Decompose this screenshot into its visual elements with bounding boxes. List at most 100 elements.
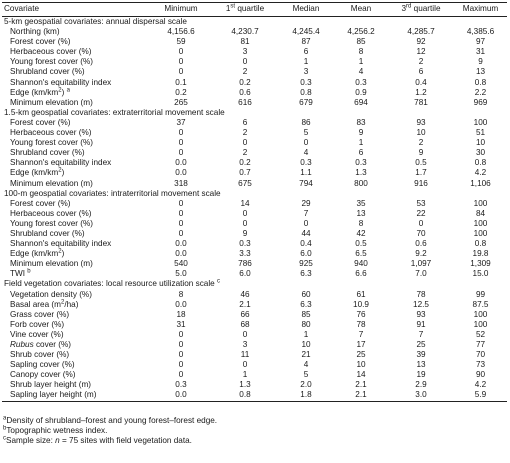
maximum-cell: 9 (478, 57, 483, 67)
covariate-label: Shrubland cover (%) (10, 148, 85, 158)
third-quartile-cell: 2 (418, 138, 424, 148)
first-quartile-cell: 46 (240, 289, 250, 299)
footnote-mark: a (3, 415, 7, 422)
median-cell: 1.1 (300, 168, 312, 178)
first-quartile-cell: 2 (242, 148, 248, 158)
first-quartile-cell: 0.8 (212, 390, 278, 402)
table-row: Forest cover (%) 37 6 86 83 93 100 (2, 118, 507, 128)
table-row: Shrubland cover (%) 0 2 4 6 9 30 (2, 148, 507, 158)
covariate-label: Shannon's equitability index (10, 158, 112, 168)
maximum-cell: 100 (473, 218, 488, 228)
footnote-text: Topographic wetness index. (6, 426, 108, 436)
mean-cell: 2.1 (334, 390, 388, 402)
third-quartile-cell: 22 (416, 208, 426, 218)
covariate-summary-table: Covariate Minimum 1st quartile Median Me… (2, 2, 507, 402)
median-cell: 21 (301, 350, 311, 360)
maximum-cell: 1,309 (470, 259, 491, 269)
maximum-cell: 5.9 (454, 390, 507, 402)
covariate-name: Young forest cover (%) (2, 138, 150, 148)
covariate-label: Herbaceous cover (%) (10, 208, 92, 218)
unit-exponent: 2 (58, 167, 62, 174)
maximum-cell: 100 (473, 319, 488, 329)
first-quartile-cell: 1 (242, 370, 248, 380)
minimum-cell: 0 (178, 370, 184, 380)
minimum-cell: 0.3 (175, 380, 187, 390)
median-cell: 29 (301, 198, 311, 208)
covariate-name: Shrub layer height (m) (2, 380, 150, 390)
minimum-cell: 8 (178, 289, 184, 299)
table-row: Shannon's equitability index 0.1 0.2 0.3 0.3… (2, 78, 507, 88)
table-row: Shrub cover (%) 0 11 21 25 39 70 (2, 350, 507, 360)
third-quartile-cell: 1,097 (410, 259, 432, 269)
header-third-quartile-number: 3 (401, 4, 407, 14)
table-row: Herbaceous cover (%) 0 2 5 9 10 51 (2, 128, 507, 138)
first-quartile-cell: 0 (242, 329, 248, 339)
covariate-label: Vine cover (%) (10, 329, 64, 339)
maximum-cell: 70 (475, 350, 486, 360)
covariate-name: Forest cover (%) (2, 199, 150, 209)
covariate-label: Rubus (10, 340, 34, 349)
maximum-cell: 99 (475, 289, 486, 299)
covariate-label: Forb cover (%) (10, 319, 65, 329)
maximum-cell: 10 (475, 138, 486, 148)
minimum-cell: 5.0 (175, 269, 187, 279)
first-quartile-cell: 0.7 (239, 168, 251, 178)
minimum-cell: 37 (176, 117, 186, 127)
third-quartile-cell: 13 (416, 360, 426, 370)
section-heading-text: Field vegetation covariates: local resou… (4, 279, 217, 289)
covariate-label: Shannon's equitability index (10, 77, 112, 87)
covariate-label: Forest cover (%) (10, 37, 71, 47)
median-cell: 4,245.4 (292, 27, 320, 37)
covariate-label: Shannon's equitability index (10, 239, 112, 249)
maximum-cell: 30 (475, 148, 486, 158)
table-row: Shrubland cover (%) 0 2 3 4 6 13 (2, 67, 507, 77)
section-heading-text: 5-km geospatial covariates: annual dispe… (4, 17, 187, 26)
mean-cell: 0.9 (355, 87, 367, 97)
minimum-cell: 0 (178, 329, 184, 339)
median-cell: 0.8 (300, 87, 312, 97)
first-quartile-cell: 0.2 (239, 77, 251, 87)
table-row: Sapling layer height (m) 0.0 0.8 1.8 2.1 3.0 5… (2, 390, 507, 402)
maximum-cell: 13 (475, 67, 486, 77)
table-row: Edge (km/km2) 0.0 3.3 6.0 6.5 9.2 19.8 (2, 248, 507, 259)
covariate-name: Shannon's equitability index (2, 239, 150, 249)
third-quartile-cell: 7.0 (415, 269, 427, 279)
mean-cell: 0.3 (355, 77, 367, 87)
covariate-label: Edge (km/km (10, 168, 59, 178)
covariate-label: TWI (10, 269, 28, 279)
table-row: Shannon's equitability index 0.0 0.3 0.4 0.5… (2, 239, 507, 249)
minimum-cell: 0 (178, 57, 184, 67)
section-heading: 5-km geospatial covariates: annual dispe… (2, 17, 507, 28)
third-quartile-cell: 10 (416, 128, 426, 138)
third-quartile-cell: 12 (416, 47, 426, 57)
minimum-cell: 0 (178, 47, 184, 57)
maximum-cell: 51 (475, 128, 486, 138)
covariate-label: Minimum elevation (m) (10, 178, 93, 188)
third-quartile-cell: 91 (416, 319, 426, 329)
table-row: Edge (km/km2) a 0.2 0.6 0.8 0.9 1.2 2.2 (2, 86, 507, 98)
third-quartile-cell: 39 (416, 350, 426, 360)
minimum-cell: 0 (178, 228, 184, 238)
covariate-name: Shrubland cover (%) (2, 148, 150, 158)
table-row: Northing (km) 4,156.6 4,230.7 4,245.4 4,256.… (2, 27, 507, 37)
mean-cell: 1 (358, 57, 364, 67)
footnote-marker: a (66, 86, 70, 93)
covariate-name: Rubus cover (%) (2, 340, 150, 350)
mean-cell: 76 (356, 309, 366, 319)
third-quartile-cell: 12.5 (413, 299, 429, 309)
minimum-cell: 0 (178, 198, 184, 208)
first-quartile-cell: 2.1 (239, 299, 251, 309)
covariate-name: Forb cover (%) (2, 320, 150, 330)
covariate-name: Minimum elevation (m) (2, 179, 150, 189)
median-cell: 794 (299, 178, 313, 188)
median-cell: 80 (301, 319, 311, 329)
first-quartile-cell: 3 (242, 47, 248, 57)
third-quartile-cell: 1.2 (415, 87, 427, 97)
covariate-name: Minimum elevation (m) (2, 259, 150, 269)
first-quartile-cell: 786 (238, 259, 252, 269)
third-quartile-cell: 9.2 (415, 249, 427, 259)
covariate-name: Young forest cover (%) (2, 57, 150, 67)
table-row: Forest cover (%) 59 81 87 85 92 97 (2, 37, 507, 47)
median-cell: 7 (303, 208, 309, 218)
